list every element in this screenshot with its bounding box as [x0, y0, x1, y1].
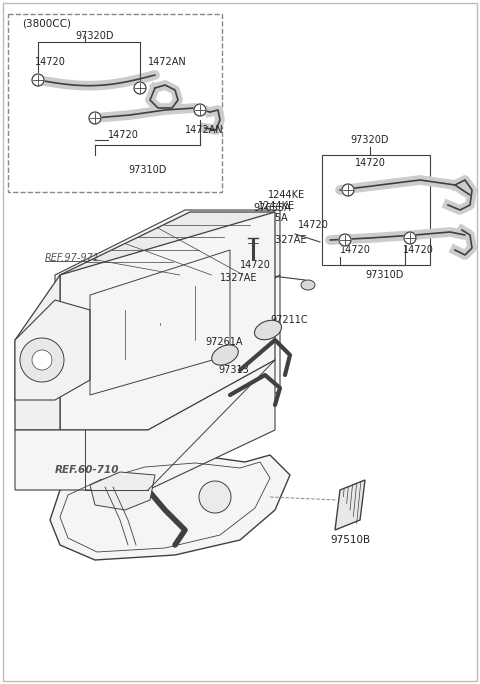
Polygon shape	[335, 480, 365, 530]
Circle shape	[32, 350, 52, 370]
Text: 97655A: 97655A	[250, 213, 288, 223]
Polygon shape	[50, 455, 290, 560]
Circle shape	[342, 184, 354, 196]
Text: 14720: 14720	[240, 260, 271, 270]
Text: 14720: 14720	[340, 245, 371, 255]
Text: 1327AE: 1327AE	[220, 273, 257, 283]
Text: 14720: 14720	[35, 57, 66, 67]
Circle shape	[32, 74, 44, 86]
Circle shape	[89, 112, 101, 124]
Text: 14720: 14720	[298, 220, 329, 230]
Text: 97655A: 97655A	[253, 203, 290, 213]
Polygon shape	[60, 212, 275, 275]
Text: 1472AN: 1472AN	[148, 57, 187, 67]
Circle shape	[20, 338, 64, 382]
Text: 97313: 97313	[218, 365, 249, 375]
Polygon shape	[15, 300, 90, 400]
Circle shape	[339, 234, 351, 246]
Text: 97310D: 97310D	[129, 165, 167, 175]
Text: 97261A: 97261A	[205, 337, 242, 347]
Circle shape	[404, 232, 416, 244]
Text: REF.60-710: REF.60-710	[55, 465, 120, 475]
Polygon shape	[90, 472, 155, 510]
Text: 1327AE: 1327AE	[270, 235, 308, 245]
Ellipse shape	[254, 320, 281, 340]
Text: 14720: 14720	[108, 130, 139, 140]
Circle shape	[194, 104, 206, 116]
Polygon shape	[15, 360, 275, 490]
Text: (3800CC): (3800CC)	[22, 18, 71, 28]
Text: 97510B: 97510B	[330, 535, 370, 545]
Text: REF.97-971: REF.97-971	[45, 253, 100, 263]
Polygon shape	[55, 275, 280, 460]
Circle shape	[199, 481, 231, 513]
Text: 1244KE: 1244KE	[258, 201, 295, 211]
Circle shape	[134, 82, 146, 94]
Text: 14720: 14720	[403, 245, 434, 255]
Text: 97320D: 97320D	[76, 31, 114, 41]
Text: 14720: 14720	[355, 158, 385, 168]
Polygon shape	[60, 212, 275, 430]
Text: 97310D: 97310D	[366, 270, 404, 280]
Polygon shape	[15, 275, 60, 430]
Polygon shape	[55, 210, 280, 340]
Ellipse shape	[301, 280, 315, 290]
Ellipse shape	[212, 345, 238, 365]
Text: 97320D: 97320D	[351, 135, 389, 145]
Text: 1472AN: 1472AN	[185, 125, 224, 135]
Text: 1244KE: 1244KE	[268, 190, 305, 200]
Text: 97211C: 97211C	[270, 315, 308, 325]
